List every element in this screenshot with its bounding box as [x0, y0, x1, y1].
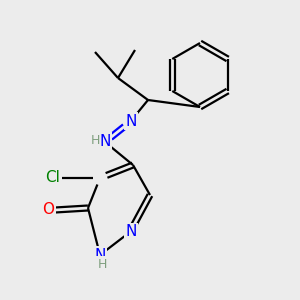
- Text: Cl: Cl: [46, 170, 60, 185]
- Text: N: N: [125, 224, 137, 239]
- Text: H: H: [90, 134, 100, 148]
- Text: O: O: [42, 202, 54, 217]
- Text: N: N: [99, 134, 111, 148]
- Text: N: N: [125, 113, 137, 128]
- Text: N: N: [94, 248, 106, 262]
- Text: H: H: [97, 257, 107, 271]
